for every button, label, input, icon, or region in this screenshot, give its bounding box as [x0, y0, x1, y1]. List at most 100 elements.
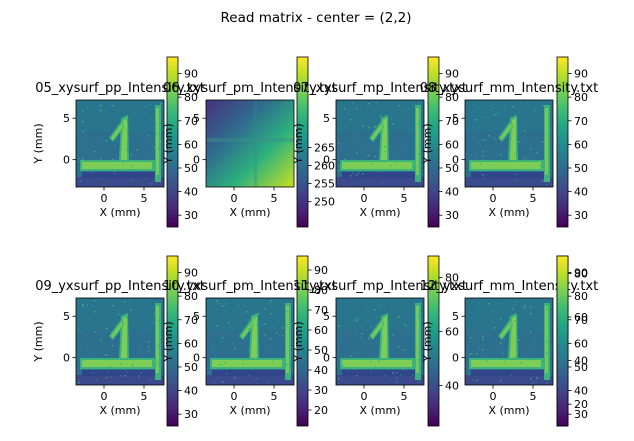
y-tick-label: 5: [193, 112, 200, 125]
colorbar-gradient: [556, 56, 569, 228]
axes-frame: [75, 297, 165, 386]
colorbar-tick-label: 40: [574, 385, 588, 398]
y-tick-label: 5: [63, 310, 70, 323]
colorbar-tick-label: 60: [574, 138, 588, 151]
y-axis-label: Y (mm): [32, 321, 45, 362]
x-tick-label: 5: [401, 390, 408, 403]
colorbar-tick-label: 50: [574, 361, 588, 374]
figure-title: Read matrix - center = (2,2): [220, 10, 411, 26]
colorbar-tick-label: 90: [445, 68, 459, 81]
colorbar-tick-label: 90: [314, 264, 328, 277]
subplot-title: 10_yxsurf_pm_Intensity.txt: [163, 279, 337, 294]
colorbar-tick-label: 80: [184, 290, 198, 303]
colorbar-tick-label: 250: [314, 196, 335, 209]
colorbar-gradient: [427, 56, 440, 228]
colorbar-tick-label: 80: [314, 284, 328, 297]
y-axis-label: Y (mm): [162, 321, 175, 362]
x-tick-label: 5: [401, 192, 408, 205]
colorbar-tick-label: 40: [445, 380, 459, 393]
x-tick-label: 5: [271, 390, 278, 403]
colorbar-tick-label: 20: [314, 404, 328, 417]
colorbar-tick-label: 90: [184, 68, 198, 81]
colorbar-tick-label: 30: [445, 209, 459, 222]
heatmap-image: [206, 298, 294, 385]
axes-frame: [335, 297, 425, 386]
y-tick-label: 5: [323, 112, 330, 125]
colorbar-tick-label: 80: [574, 91, 588, 104]
colorbar-tick-label: 70: [445, 115, 459, 128]
y-tick-label: 5: [193, 310, 200, 323]
colorbar-tick-label: 50: [184, 162, 198, 175]
colorbar: 40 60 80: [427, 255, 459, 427]
x-axis-label: X (mm): [229, 404, 270, 417]
colorbar-tick-label: 50: [445, 162, 459, 175]
colorbar-tick-label: 70: [184, 314, 198, 327]
colorbar-tick-label: 70: [184, 115, 198, 128]
colorbar-tick-label: 90: [574, 68, 588, 81]
x-tick-label: 0: [490, 390, 497, 403]
colorbar-tick-label: 60: [445, 326, 459, 339]
axes-frame: [464, 297, 554, 386]
colorbar-tick-label: 90: [184, 267, 198, 280]
colorbar-tick-label: 40: [574, 355, 588, 368]
y-tick-label: 0: [323, 352, 330, 365]
heatmap-image: [465, 100, 553, 187]
x-axis-label: X (mm): [359, 206, 400, 219]
heatmap-image: [465, 298, 553, 385]
x-tick-label: 0: [101, 390, 108, 403]
subplot-title: 09_yxsurf_pp_Intensity.txt: [35, 279, 205, 294]
x-tick-label: 0: [361, 390, 368, 403]
x-tick-label: 0: [361, 192, 368, 205]
x-tick-label: 5: [141, 192, 148, 205]
colorbar-tick-label: 60: [184, 337, 198, 350]
subplot-title: 07_xysurf_mp_Intensity.txt: [293, 81, 467, 96]
colorbar-gradient: [556, 255, 569, 427]
heatmap-image: [206, 100, 294, 187]
subplot-title: 12_yxsurf_mm_Intensity.txt: [420, 279, 598, 294]
colorbar-tick-label: 30: [574, 408, 588, 421]
x-axis-label: X (mm): [99, 206, 140, 219]
colorbar-gradient: [427, 255, 440, 427]
colorbar-tick-label: 60: [184, 138, 198, 151]
colorbar-gradient: [296, 255, 309, 427]
colorbar-tick-label: 255: [314, 178, 335, 191]
axes-frame: [464, 99, 554, 188]
x-axis-label: X (mm): [229, 206, 270, 219]
x-axis-label: X (mm): [99, 404, 140, 417]
colorbar-tick-label: 80: [445, 272, 459, 285]
colorbar-tick-label: 30: [314, 384, 328, 397]
y-tick-label: 0: [193, 154, 200, 167]
x-tick-label: 0: [101, 192, 108, 205]
colorbar-gradient: [166, 56, 179, 228]
colorbar-tick-label: 70: [314, 304, 328, 317]
x-tick-label: 5: [141, 390, 148, 403]
colorbar-tick-label: 260: [314, 160, 335, 173]
colorbar-tick-label: 80: [574, 290, 588, 303]
colorbar-tick-label: 50: [314, 344, 328, 357]
axes-frame: [205, 99, 295, 188]
y-tick-label: 0: [452, 154, 459, 167]
x-axis-label: X (mm): [488, 206, 529, 219]
colorbar-tick-label: 30: [184, 209, 198, 222]
y-tick-label: 5: [452, 310, 459, 323]
x-tick-label: 5: [530, 390, 537, 403]
colorbar-tick-label: 70: [574, 115, 588, 128]
y-axis-label: Y (mm): [421, 123, 434, 164]
subplot-title: 06_xysurf_pm_Intensity.txt: [163, 81, 337, 96]
